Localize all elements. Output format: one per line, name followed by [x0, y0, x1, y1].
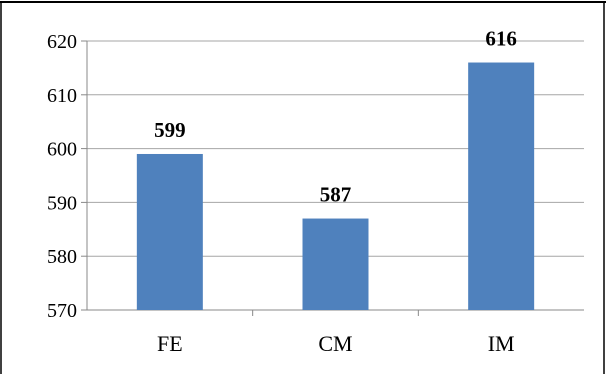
data-labels: 599 587 616	[154, 27, 517, 207]
bar-fe	[136, 153, 203, 310]
y-tick-label: 620	[47, 31, 77, 53]
y-tick-label: 580	[47, 246, 77, 268]
x-tick-labels: FE CM IM	[157, 331, 515, 356]
y-tick-label: 600	[47, 139, 77, 161]
data-label-fe: 599	[154, 118, 186, 142]
y-tick-label: 590	[47, 192, 77, 214]
x-tick-label: FE	[157, 331, 183, 356]
bar-im	[468, 62, 535, 310]
bar-cm	[302, 218, 369, 310]
data-label-cm: 587	[320, 183, 352, 207]
x-tick-label: IM	[488, 331, 515, 356]
data-label-im: 616	[485, 27, 517, 51]
y-tick-label: 610	[47, 85, 77, 107]
bars	[136, 62, 535, 310]
y-tick-label: 570	[47, 300, 77, 322]
x-tick-label: CM	[318, 331, 352, 356]
y-tick-labels: 570 580 590 600 610 620	[47, 31, 77, 322]
